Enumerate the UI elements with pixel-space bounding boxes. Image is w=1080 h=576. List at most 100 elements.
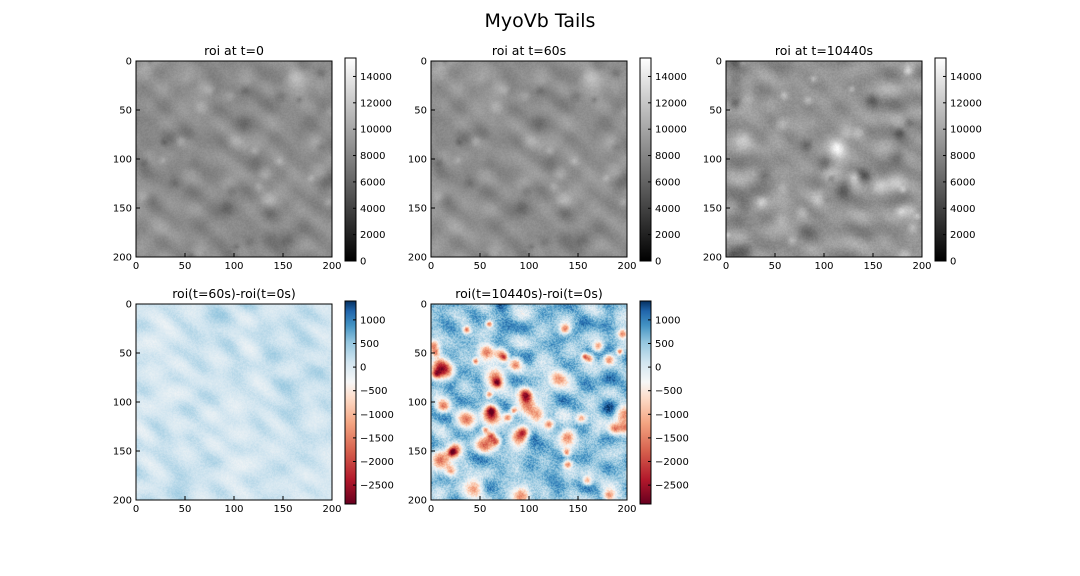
x-tick-label: 50	[474, 261, 487, 272]
x-tick-label: 100	[224, 261, 243, 272]
x-tick-label: 50	[179, 504, 192, 515]
x-tick-label: 150	[273, 261, 292, 272]
colorbar-tick-label: 12000	[950, 98, 982, 109]
colorbar-tick-label: 14000	[655, 72, 687, 83]
colorbar	[344, 57, 357, 262]
x-tick-label: 100	[814, 261, 833, 272]
colorbar-tick-label: −1500	[655, 433, 689, 444]
y-tick-label: 200	[408, 496, 427, 507]
y-tick-label: 150	[408, 447, 427, 458]
colorbar-tick-label: 8000	[950, 151, 975, 162]
colorbar-tick-label: 10000	[655, 125, 687, 136]
heatmap-image	[431, 61, 627, 257]
colorbar-tick-label: 8000	[655, 151, 680, 162]
y-tick-label: 50	[414, 349, 427, 360]
colorbar-tick-label: 4000	[655, 204, 680, 215]
y-tick-label: 0	[421, 300, 427, 311]
y-tick-label: 150	[113, 447, 132, 458]
heatmap-image	[726, 61, 922, 257]
panel-title: roi at t=0	[204, 43, 264, 58]
colorbar-tick-label: 12000	[655, 98, 687, 109]
x-tick-label: 50	[474, 504, 487, 515]
y-tick-label: 0	[126, 300, 132, 311]
y-tick-label: 0	[126, 57, 132, 68]
colorbar-tick-label: 500	[655, 339, 674, 350]
x-tick-label: 200	[322, 261, 341, 272]
colorbar	[639, 300, 652, 505]
colorbar-tick-label: −2000	[655, 457, 689, 468]
colorbar-tick-label: 6000	[655, 177, 680, 188]
colorbar-tick-label: −1000	[655, 410, 689, 421]
y-tick-label: 200	[113, 496, 132, 507]
x-tick-label: 100	[519, 261, 538, 272]
x-tick-label: 150	[863, 261, 882, 272]
x-tick-label: 0	[428, 504, 434, 515]
y-tick-label: 200	[703, 253, 722, 264]
x-tick-label: 50	[769, 261, 782, 272]
colorbar-tick-label: 4000	[360, 204, 385, 215]
x-tick-label: 200	[617, 261, 636, 272]
colorbar-tick-label: 0	[655, 257, 661, 268]
colorbar-tick-label: 2000	[360, 230, 385, 241]
x-tick-label: 100	[519, 504, 538, 515]
y-tick-label: 50	[119, 106, 132, 117]
heatmap-image	[136, 304, 332, 500]
x-tick-label: 0	[723, 261, 729, 272]
panel-4: roi(t=60s)-roi(t=0s)0 50 100 150 20005010015…	[113, 286, 394, 515]
y-tick-label: 0	[421, 57, 427, 68]
x-tick-label: 0	[133, 504, 139, 515]
panel-title: roi at t=10440s	[775, 43, 873, 58]
colorbar-tick-label: 1000	[655, 315, 680, 326]
y-tick-label: 150	[113, 204, 132, 215]
y-tick-label: 200	[113, 253, 132, 264]
heatmap-image	[136, 61, 332, 257]
colorbar-tick-label: −1500	[360, 433, 394, 444]
y-tick-label: 150	[408, 204, 427, 215]
colorbar-tick-label: 1000	[360, 315, 385, 326]
x-tick-label: 150	[568, 504, 587, 515]
x-tick-label: 0	[133, 261, 139, 272]
colorbar	[344, 300, 357, 505]
x-tick-label: 100	[224, 504, 243, 515]
colorbar-tick-label: −2500	[360, 481, 394, 492]
y-tick-label: 100	[408, 398, 427, 409]
colorbar-tick-label: 8000	[360, 151, 385, 162]
x-tick-label: 150	[273, 504, 292, 515]
x-tick-label: 150	[568, 261, 587, 272]
y-tick-label: 0	[716, 57, 722, 68]
colorbar-tick-label: 2000	[655, 230, 680, 241]
x-tick-label: 200	[617, 504, 636, 515]
y-tick-label: 100	[703, 155, 722, 166]
colorbar-tick-label: 2000	[950, 230, 975, 241]
y-tick-label: 150	[703, 204, 722, 215]
x-tick-label: 200	[912, 261, 931, 272]
colorbar-tick-label: 0	[950, 257, 956, 268]
y-tick-label: 100	[408, 155, 427, 166]
colorbar-tick-label: −2500	[655, 481, 689, 492]
colorbar	[639, 57, 652, 262]
panel-title: roi at t=60s	[492, 43, 566, 58]
colorbar-tick-label: 6000	[950, 177, 975, 188]
colorbar-tick-label: 12000	[360, 98, 392, 109]
colorbar-tick-label: 0	[360, 363, 366, 374]
y-tick-label: 200	[408, 253, 427, 264]
colorbar-tick-label: −500	[655, 386, 682, 397]
panel-5: roi(t=10440s)-roi(t=0s)0 50 100 150 20005010…	[408, 286, 689, 515]
y-tick-label: 100	[113, 398, 132, 409]
colorbar-tick-label: 0	[360, 257, 366, 268]
colorbar-tick-label: 500	[360, 339, 379, 350]
colorbar-tick-label: 10000	[360, 125, 392, 136]
x-tick-label: 0	[428, 261, 434, 272]
colorbar-tick-label: −1000	[360, 410, 394, 421]
figure-title: MyoVb Tails	[485, 10, 596, 32]
colorbar-tick-label: 10000	[950, 125, 982, 136]
x-tick-label: 200	[322, 504, 341, 515]
x-tick-label: 50	[179, 261, 192, 272]
panel-title: roi(t=10440s)-roi(t=0s)	[455, 286, 602, 301]
y-tick-label: 50	[119, 349, 132, 360]
